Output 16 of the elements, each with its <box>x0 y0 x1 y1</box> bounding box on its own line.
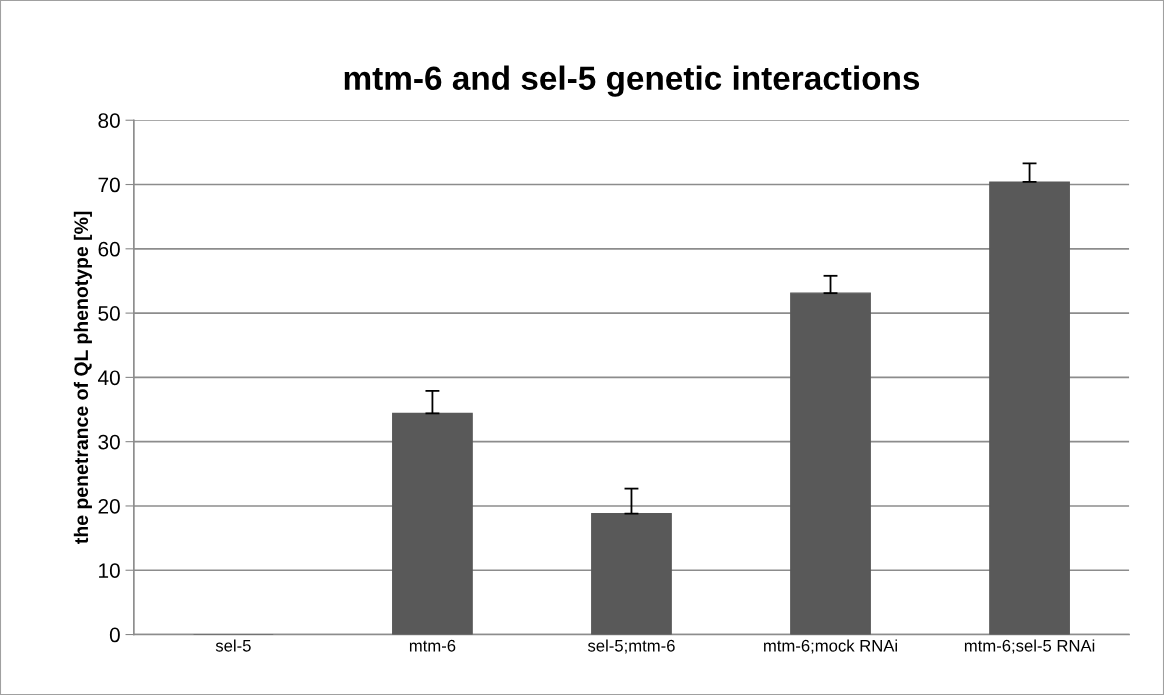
x-tick-label: sel-5 <box>215 639 251 652</box>
y-tick-label: 70 <box>98 177 120 193</box>
chart-title: mtm-6 and sel-5 genetic interactions <box>344 65 920 97</box>
y-axis-title: the penetrance of QL phenotype [%] <box>73 211 92 544</box>
y-tick-label: 20 <box>98 498 120 514</box>
x-tick-label: mtm-6;sel-5 RNAi <box>964 639 1095 654</box>
y-tick-label: 10 <box>99 563 120 578</box>
y-tick-label: 0 <box>109 627 120 643</box>
x-tick-label: mtm-6 <box>409 639 456 652</box>
x-tick-label: sel-5;mtm-6 <box>587 639 675 654</box>
y-tick-label: 50 <box>98 306 120 321</box>
y-tick-label: 80 <box>98 113 120 128</box>
x-tick-label: mtm-6;mock RNAi <box>764 639 897 654</box>
y-tick-label: 40 <box>97 370 120 386</box>
y-tick-label: 60 <box>98 241 120 257</box>
y-tick-label: 30 <box>98 434 120 450</box>
